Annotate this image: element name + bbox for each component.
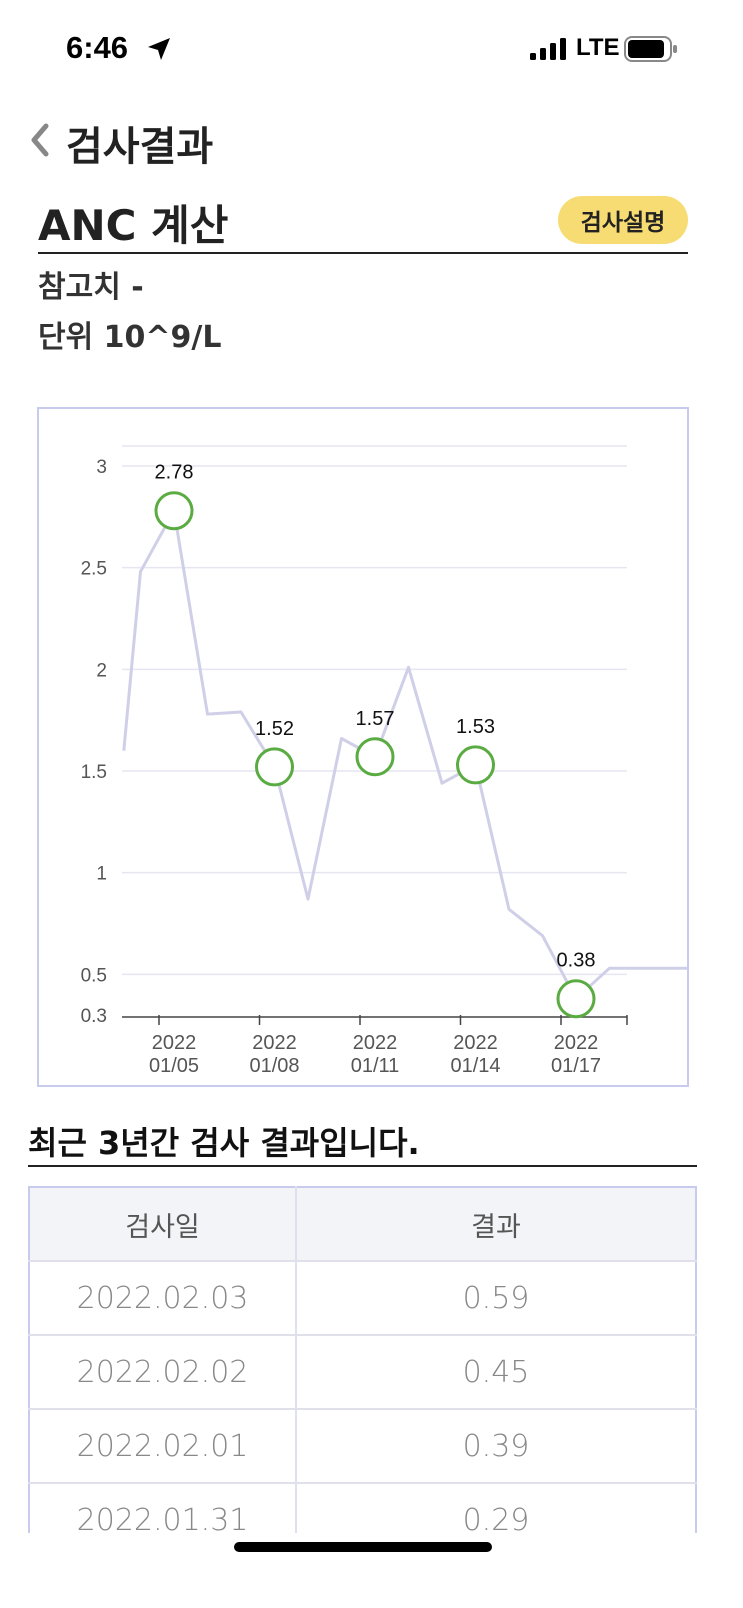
table-header-row: 검사일 결과 [28,1186,697,1262]
x-tick-label-date: 01/08 [249,1055,299,1077]
cell-value: 0.45 [295,1334,697,1410]
data-label: 0.38 [557,950,596,972]
data-point-marker [556,979,596,1019]
data-label: 1.52 [255,718,294,740]
x-tick-label-year: 2022 [353,1032,398,1054]
x-tick-label-date: 01/17 [551,1055,601,1077]
x-tick-label-date: 01/11 [351,1055,400,1077]
network-type: LTE [576,34,620,61]
reference-range: 참고치 - [38,270,144,305]
y-tick-label: 1 [96,864,107,885]
y-tick-label: 0.3 [81,1006,107,1027]
divider [28,1165,697,1167]
cell-date: 2022.02.02 [28,1334,297,1410]
x-tick-label-year: 2022 [252,1032,297,1054]
y-tick-label: 3 [96,457,107,478]
test-explain-button[interactable]: 검사설명 [558,196,688,244]
data-label: 1.53 [456,716,495,738]
x-tick-label-year: 2022 [554,1032,599,1054]
x-tick-label-date: 01/14 [450,1055,500,1077]
cell-date: 2022.02.01 [28,1408,297,1484]
y-tick-label: 1.5 [81,762,107,783]
home-indicator[interactable] [234,1542,492,1552]
column-header-result: 결과 [295,1186,697,1262]
cell-value: 0.59 [295,1260,697,1336]
cell-date: 2022.02.03 [28,1260,297,1336]
data-label: 1.57 [356,708,395,730]
x-tick-label-date: 01/05 [149,1055,199,1077]
y-tick-label: 0.5 [81,965,107,986]
table-row: 2022.02.01 0.39 [28,1408,697,1484]
status-time: 6:46 [66,30,129,65]
back-chevron-icon[interactable] [26,120,54,160]
column-header-date: 검사일 [28,1186,297,1262]
result-chart: 3 2.5 2 1.5 1 0.5 0.3 2022 01/05 2022 01/08 2022 01/… [37,407,689,1087]
table-row: 2022.02.03 0.59 [28,1260,697,1336]
x-tick-label-year: 2022 [453,1032,498,1054]
unit-label: 단위 10^9/L [38,320,222,355]
test-name: ANC 계산 [38,201,229,250]
page-title: 검사결과 [66,124,214,170]
divider [38,252,688,254]
data-point-marker [154,491,194,531]
table-row: 2022.02.02 0.45 [28,1334,697,1410]
cell-value: 0.39 [295,1408,697,1484]
data-point-marker [355,737,395,777]
status-bar: 6:46 LTE [0,0,743,90]
y-tick-label: 2 [96,660,107,681]
result-chart-svg: 32.521.510.50.3202201/05202201/08202201/… [81,445,687,1077]
data-label: 2.78 [155,462,194,484]
data-point-marker [255,747,294,787]
data-point-marker [456,745,495,785]
results-table: 검사일 결과 2022.02.03 0.59 2022.02.02 0.45 2… [28,1186,697,1558]
series-line [122,509,687,1001]
location-arrow-icon [148,38,170,60]
section-title: 최근 3년간 검사 결과입니다. [28,1124,420,1162]
y-tick-label: 2.5 [81,559,107,580]
x-tick-label-year: 2022 [152,1032,197,1054]
battery-icon [624,36,677,62]
cellular-signal-icon [530,38,566,60]
